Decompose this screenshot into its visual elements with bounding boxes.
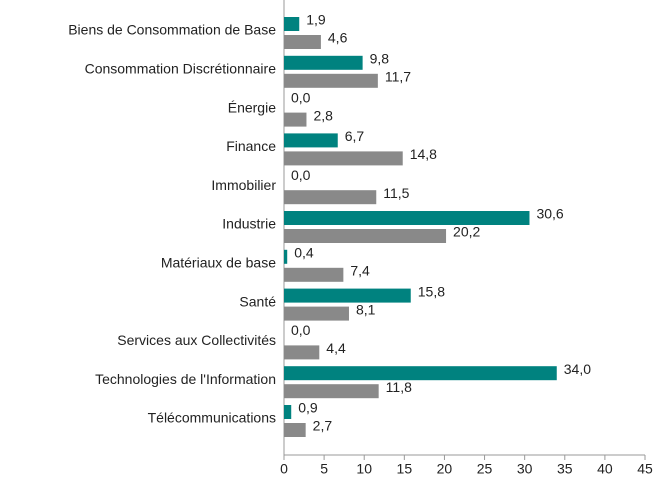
- x-tick-label: 25: [477, 461, 493, 477]
- value-label: 4,4: [326, 340, 346, 356]
- bar: [284, 55, 363, 70]
- x-tick-label: 35: [557, 461, 573, 477]
- value-label: 11,7: [385, 69, 411, 85]
- value-label: 2,8: [313, 107, 333, 123]
- value-label: 0,0: [291, 167, 311, 183]
- value-label: 6,7: [345, 128, 365, 144]
- value-label: 9,8: [370, 51, 390, 67]
- value-label: 2,7: [313, 418, 333, 434]
- value-label: 0,4: [294, 245, 314, 261]
- value-label: 0,0: [291, 322, 311, 338]
- value-label: 20,2: [453, 224, 480, 240]
- y-tick-label: Biens de Consommation de Base: [68, 22, 276, 38]
- value-label: 11,5: [383, 185, 409, 201]
- value-label: 11,8: [386, 379, 412, 395]
- x-tick-label: 30: [517, 461, 533, 477]
- bar: [284, 112, 307, 127]
- bar: [284, 249, 288, 264]
- y-tick-label: Télécommunications: [148, 410, 276, 426]
- y-tick-label: Énergie: [228, 99, 276, 115]
- y-tick-label: Santé: [239, 293, 276, 309]
- bar: [284, 306, 349, 321]
- y-tick-label: Services aux Collectivités: [117, 332, 276, 348]
- x-tick-label: 20: [437, 461, 453, 477]
- value-label: 14,8: [410, 146, 437, 162]
- x-tick-label: 45: [637, 461, 653, 477]
- value-label: 34,0: [564, 361, 591, 377]
- x-tick-label: 0: [280, 461, 288, 477]
- bar: [284, 423, 306, 437]
- value-label: 8,1: [356, 301, 376, 317]
- bar: [284, 17, 300, 31]
- bar: [284, 345, 320, 360]
- y-tick-label: Matériaux de base: [161, 255, 276, 271]
- value-label: 1,9: [306, 12, 326, 28]
- bar: [284, 211, 530, 225]
- value-label: 30,6: [536, 206, 563, 222]
- bar: [284, 73, 378, 88]
- y-tick-label: Technologies de l'Information: [95, 371, 276, 387]
- bar: [284, 267, 344, 282]
- bar: [284, 366, 557, 381]
- bar: [284, 151, 403, 166]
- value-label: 0,0: [291, 89, 311, 105]
- bar: [284, 35, 321, 49]
- x-tick-label: 5: [320, 461, 328, 477]
- y-tick-label: Industrie: [222, 216, 276, 232]
- value-label: 15,8: [418, 283, 445, 299]
- x-tick-label: 15: [397, 461, 413, 477]
- bar: [284, 384, 379, 399]
- x-tick-label: 10: [356, 461, 372, 477]
- bar: [284, 288, 411, 303]
- y-tick-label: Consommation Discrétionnaire: [85, 61, 277, 77]
- bar: [284, 405, 292, 419]
- bar: [284, 229, 447, 243]
- value-label: 4,6: [328, 30, 348, 46]
- bar: [284, 133, 338, 148]
- y-tick-label: Immobilier: [211, 177, 276, 193]
- y-tick-label: Finance: [226, 138, 276, 154]
- x-tick-label: 40: [597, 461, 613, 477]
- value-label: 0,9: [298, 400, 318, 416]
- bar: [284, 190, 377, 205]
- value-label: 7,4: [350, 263, 370, 279]
